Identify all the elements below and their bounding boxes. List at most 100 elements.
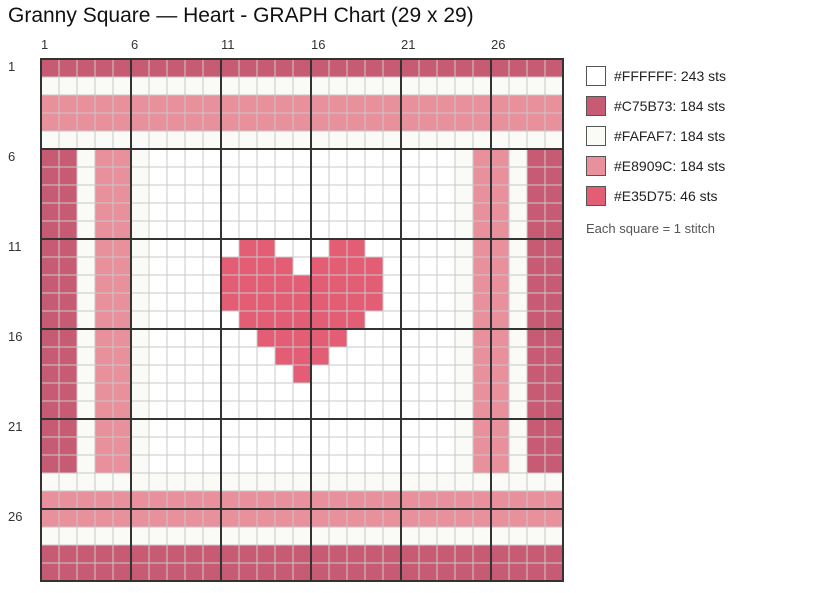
- stitch-cell: [437, 203, 455, 221]
- stitch-cell: [329, 347, 347, 365]
- stitch-cell: [95, 131, 113, 149]
- stitch-cell: [509, 149, 527, 167]
- stitch-cell: [95, 275, 113, 293]
- stitch-cell: [149, 401, 167, 419]
- stitch-cell: [329, 221, 347, 239]
- stitch-cell: [275, 419, 293, 437]
- stitch-cell: [473, 401, 491, 419]
- stitch-cell: [221, 401, 239, 419]
- stitch-cell: [365, 563, 383, 581]
- legend-swatch: [586, 66, 606, 86]
- stitch-cell: [185, 401, 203, 419]
- stitch-cell: [383, 491, 401, 509]
- stitch-cell: [401, 563, 419, 581]
- stitch-cell: [59, 455, 77, 473]
- stitch-cell: [473, 347, 491, 365]
- stitch-cell: [383, 437, 401, 455]
- stitch-cell: [347, 509, 365, 527]
- stitch-cell: [203, 311, 221, 329]
- stitch-cell: [311, 473, 329, 491]
- stitch-cell: [239, 545, 257, 563]
- stitch-cell: [131, 383, 149, 401]
- stitch-cell: [95, 329, 113, 347]
- stitch-cell: [527, 185, 545, 203]
- stitch-cell: [185, 167, 203, 185]
- stitch-cell: [401, 509, 419, 527]
- stitch-cell: [419, 473, 437, 491]
- stitch-cell: [329, 329, 347, 347]
- stitch-cell: [221, 527, 239, 545]
- stitch-cell: [545, 563, 563, 581]
- stitch-cell: [545, 275, 563, 293]
- stitch-cell: [383, 347, 401, 365]
- stitch-cell: [527, 77, 545, 95]
- stitch-cell: [347, 527, 365, 545]
- legend-label: #E8909C: 184 sts: [614, 158, 726, 174]
- stitch-cell: [437, 59, 455, 77]
- stitch-cell: [293, 365, 311, 383]
- stitch-cell: [95, 311, 113, 329]
- stitch-cell: [77, 329, 95, 347]
- stitch-cell: [239, 509, 257, 527]
- stitch-cell: [473, 239, 491, 257]
- stitch-cell: [383, 221, 401, 239]
- stitch-cell: [311, 419, 329, 437]
- stitch-cell: [77, 383, 95, 401]
- stitch-cell: [203, 509, 221, 527]
- stitch-cell: [527, 239, 545, 257]
- stitch-cell: [275, 563, 293, 581]
- stitch-cell: [275, 275, 293, 293]
- stitch-cell: [347, 311, 365, 329]
- stitch-cell: [257, 203, 275, 221]
- stitch-cell: [59, 95, 77, 113]
- stitch-cell: [131, 419, 149, 437]
- stitch-cell: [113, 221, 131, 239]
- stitch-cell: [185, 437, 203, 455]
- stitch-cell: [401, 527, 419, 545]
- stitch-cell: [383, 563, 401, 581]
- stitch-cell: [221, 383, 239, 401]
- stitch-cell: [275, 149, 293, 167]
- stitch-cell: [329, 293, 347, 311]
- stitch-cell: [167, 527, 185, 545]
- stitch-cell: [95, 437, 113, 455]
- stitch-cell: [149, 149, 167, 167]
- stitch-cell: [545, 311, 563, 329]
- stitch-cell: [437, 77, 455, 95]
- stitch-cell: [473, 167, 491, 185]
- stitch-cell: [509, 437, 527, 455]
- stitch-cell: [149, 329, 167, 347]
- stitch-cell: [311, 149, 329, 167]
- stitch-cell: [437, 185, 455, 203]
- stitch-cell: [347, 257, 365, 275]
- stitch-cell: [383, 293, 401, 311]
- stitch-cell: [275, 329, 293, 347]
- stitch-cell: [491, 131, 509, 149]
- stitch-cell: [347, 149, 365, 167]
- stitch-cell: [419, 545, 437, 563]
- stitch-cell: [491, 473, 509, 491]
- stitch-cell: [347, 113, 365, 131]
- stitch-cell: [221, 365, 239, 383]
- stitch-cell: [131, 293, 149, 311]
- stitch-cell: [419, 239, 437, 257]
- stitch-cell: [311, 59, 329, 77]
- stitch-cell: [545, 455, 563, 473]
- stitch-cell: [257, 257, 275, 275]
- stitch-cell: [131, 185, 149, 203]
- stitch-cell: [257, 275, 275, 293]
- legend-item: #E8909C: 184 sts: [586, 151, 726, 181]
- stitch-cell: [419, 221, 437, 239]
- stitch-cell: [167, 419, 185, 437]
- stitch-cell: [167, 401, 185, 419]
- stitch-cell: [185, 365, 203, 383]
- stitch-cell: [491, 221, 509, 239]
- stitch-cell: [311, 221, 329, 239]
- stitch-cell: [59, 437, 77, 455]
- stitch-cell: [113, 455, 131, 473]
- stitch-cell: [167, 455, 185, 473]
- stitch-cell: [509, 311, 527, 329]
- stitch-cell: [131, 365, 149, 383]
- stitch-cell: [221, 491, 239, 509]
- stitch-cell: [59, 401, 77, 419]
